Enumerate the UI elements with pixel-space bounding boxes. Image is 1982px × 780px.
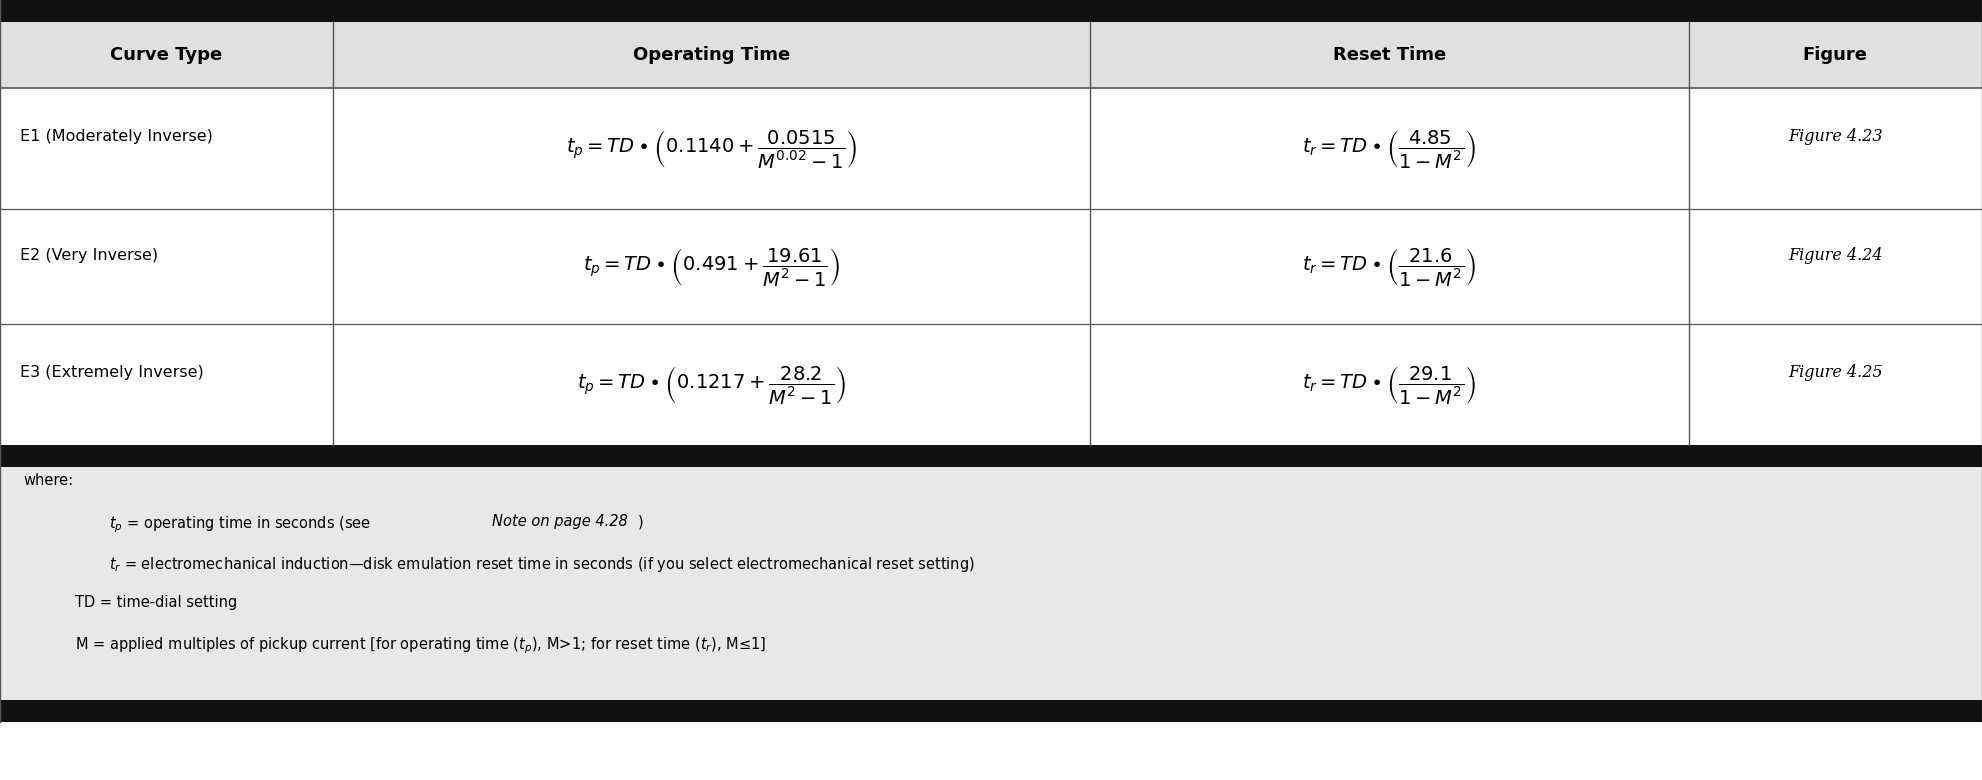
Text: Figure 4.25: Figure 4.25 — [1788, 364, 1883, 381]
Text: Curve Type: Curve Type — [111, 46, 222, 64]
Text: Note on page 4.28: Note on page 4.28 — [492, 514, 626, 529]
Text: Figure: Figure — [1804, 46, 1867, 64]
Text: where:: where: — [24, 473, 73, 488]
Text: $t_p$ = operating time in seconds (see: $t_p$ = operating time in seconds (see — [109, 514, 373, 534]
Text: ): ) — [638, 514, 644, 529]
Bar — [0, 0, 1982, 22]
Bar — [0, 22, 1982, 88]
Text: $t_r$ = electromechanical induction—disk emulation reset time in seconds (if you: $t_r$ = electromechanical induction—disk… — [109, 555, 975, 573]
Text: Reset Time: Reset Time — [1332, 46, 1447, 64]
Text: E3 (Extremely Inverse): E3 (Extremely Inverse) — [20, 365, 204, 381]
Bar — [0, 700, 1982, 722]
Text: $t_r = TD\bullet\left(\dfrac{21.6}{1-M^2}\right)$: $t_r = TD\bullet\left(\dfrac{21.6}{1-M^2… — [1302, 246, 1477, 288]
Text: $t_r = TD\bullet\left(\dfrac{29.1}{1-M^2}\right)$: $t_r = TD\bullet\left(\dfrac{29.1}{1-M^2… — [1302, 364, 1477, 406]
Text: $t_p = TD\bullet\left(0.1140+\dfrac{0.0515}{M^{0.02}-1}\right)$: $t_p = TD\bullet\left(0.1140+\dfrac{0.05… — [567, 128, 856, 169]
Text: E2 (Very Inverse): E2 (Very Inverse) — [20, 248, 159, 263]
Bar — [0, 324, 1982, 445]
Text: Figure 4.23: Figure 4.23 — [1788, 128, 1883, 145]
Bar — [0, 467, 1982, 700]
Text: Operating Time: Operating Time — [632, 46, 791, 64]
Text: $t_p = TD\bullet\left(0.491+\dfrac{19.61}{M^2-1}\right)$: $t_p = TD\bullet\left(0.491+\dfrac{19.61… — [583, 246, 840, 288]
Bar — [0, 445, 1982, 467]
Text: $t_r = TD\bullet\left(\dfrac{4.85}{1-M^2}\right)$: $t_r = TD\bullet\left(\dfrac{4.85}{1-M^2… — [1302, 128, 1477, 169]
Text: E1 (Moderately Inverse): E1 (Moderately Inverse) — [20, 129, 212, 144]
Text: Figure 4.24: Figure 4.24 — [1788, 246, 1883, 264]
Text: M = applied multiples of pickup current [for operating time ($t_p$), M>1; for re: M = applied multiples of pickup current … — [75, 636, 767, 656]
Text: $t_p = TD\bullet\left(0.1217+\dfrac{28.2}{M^2-1}\right)$: $t_p = TD\bullet\left(0.1217+\dfrac{28.2… — [577, 364, 846, 406]
Text: TD = time-dial setting: TD = time-dial setting — [75, 595, 238, 610]
Bar — [0, 88, 1982, 209]
Bar — [0, 209, 1982, 324]
